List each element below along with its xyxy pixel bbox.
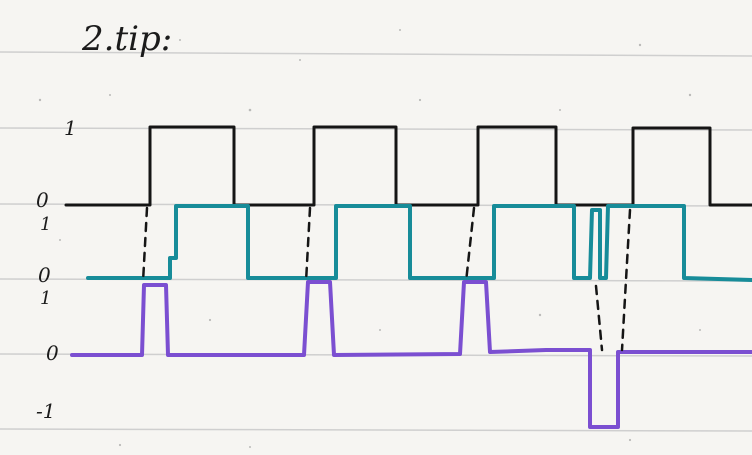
signal-1-square-wave [64,125,752,207]
signal-3-difference-pulses [70,280,752,429]
ruled-line [0,428,752,432]
row2-high-label: 1 [40,214,51,235]
dashed-guide [620,208,632,352]
dashed-guide [141,206,149,284]
row3-low-label: 0 [46,341,59,365]
dashed-guides [141,206,632,352]
page-title: 2.tip: [81,19,172,59]
row2-low-label: 0 [38,263,51,287]
row3-high-label: 1 [40,288,51,309]
dashed-guide [464,206,476,284]
dashed-guide [594,284,604,352]
row1-low-label: 0 [36,188,49,212]
row1-high-label: 1 [64,116,77,140]
signal-2-delayed-wave [86,204,752,282]
ruled-line [0,51,752,57]
ruled-line [0,127,752,131]
dashed-guide [304,206,312,284]
row3-neg-label: -1 [36,399,55,423]
paper-specks [38,29,701,448]
ruled-lines [0,51,752,432]
